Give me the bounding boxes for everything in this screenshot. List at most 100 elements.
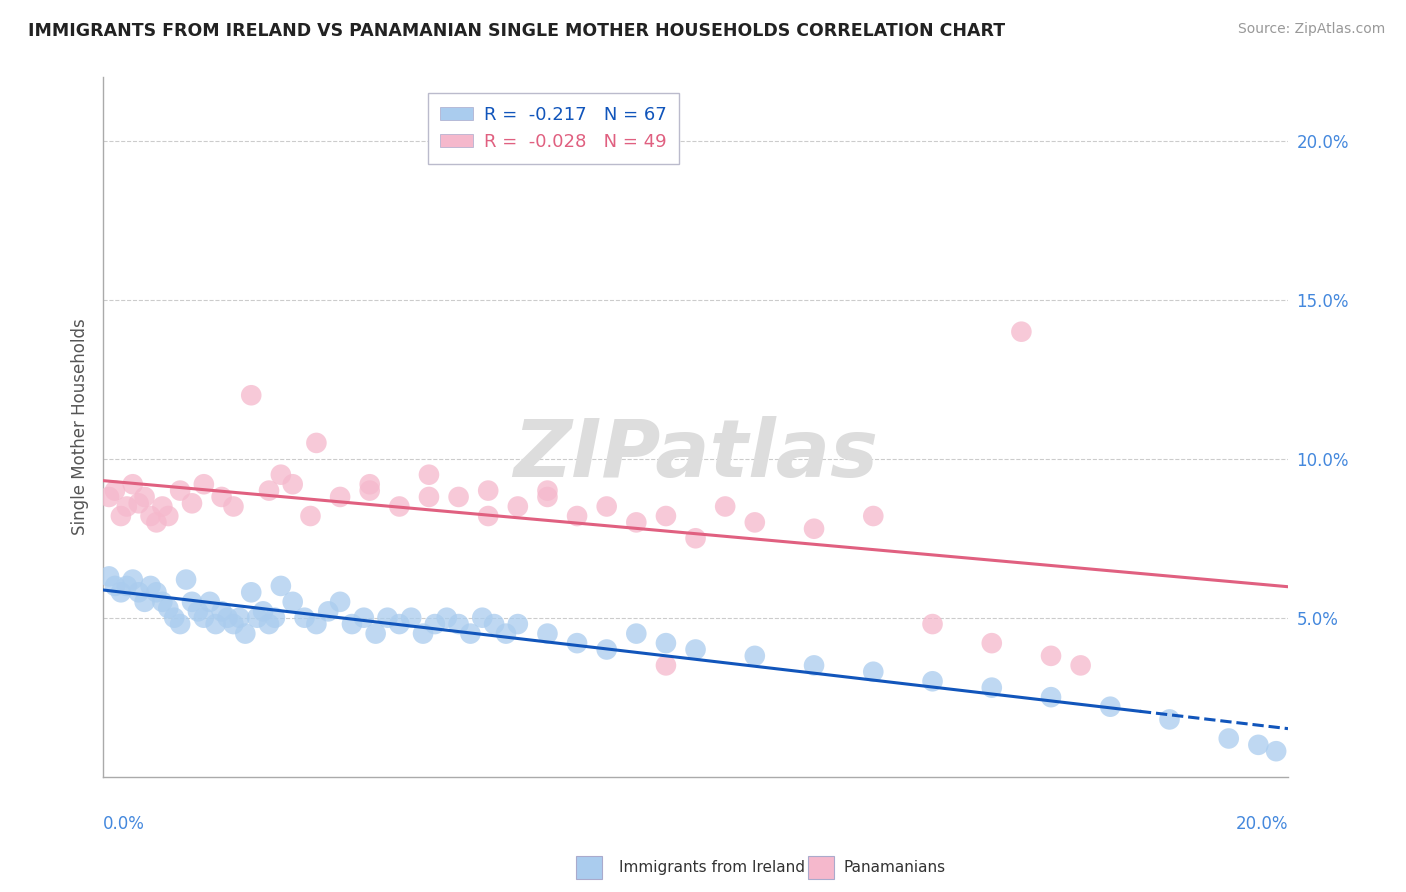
Point [121, 573, 143, 587]
Point [198, 595, 221, 609]
Text: Source: ZipAtlas.com: Source: ZipAtlas.com [1237, 22, 1385, 37]
Point [174, 573, 197, 587]
Point [477, 483, 499, 498]
Point [655, 658, 678, 673]
Point [193, 611, 215, 625]
Point [211, 490, 233, 504]
Point [412, 626, 434, 640]
Point [329, 490, 352, 504]
Point [495, 626, 517, 640]
Point [150, 595, 173, 609]
Point [1040, 648, 1063, 663]
Point [1265, 744, 1288, 758]
Point [506, 617, 529, 632]
Point [145, 585, 167, 599]
Point [281, 477, 304, 491]
Point [803, 658, 825, 673]
Point [399, 611, 422, 625]
Point [257, 483, 280, 498]
Point [803, 522, 825, 536]
Point [163, 611, 186, 625]
Point [506, 500, 529, 514]
Text: IMMIGRANTS FROM IRELAND VS PANAMANIAN SINGLE MOTHER HOUSEHOLDS CORRELATION CHART: IMMIGRANTS FROM IRELAND VS PANAMANIAN SI… [28, 22, 1005, 40]
Point [359, 477, 381, 491]
Point [471, 611, 494, 625]
Point [921, 617, 943, 632]
Point [714, 500, 737, 514]
Point [536, 490, 558, 504]
Point [128, 496, 150, 510]
Point [596, 642, 619, 657]
Point [193, 477, 215, 491]
Point [744, 648, 766, 663]
Point [1159, 713, 1181, 727]
Point [181, 496, 204, 510]
Point [685, 642, 707, 657]
Point [565, 636, 588, 650]
Point [246, 611, 269, 625]
Point [104, 579, 127, 593]
Point [423, 617, 446, 632]
Point [222, 500, 245, 514]
Point [115, 579, 138, 593]
Point [104, 483, 127, 498]
Point [626, 626, 648, 640]
Point [1040, 690, 1063, 705]
Point [233, 626, 256, 640]
Point [364, 626, 387, 640]
Point [1010, 325, 1032, 339]
Point [270, 579, 292, 593]
Y-axis label: Single Mother Households: Single Mother Households [72, 318, 89, 535]
Point [257, 617, 280, 632]
Point [98, 490, 121, 504]
Point [353, 611, 375, 625]
Point [228, 611, 250, 625]
Point [980, 636, 1002, 650]
Point [187, 604, 209, 618]
Point [626, 516, 648, 530]
Point [281, 595, 304, 609]
Point [139, 508, 162, 523]
Point [139, 579, 162, 593]
Point [436, 611, 458, 625]
Point [252, 604, 274, 618]
Point [204, 617, 226, 632]
Point [1070, 658, 1092, 673]
Point [477, 508, 499, 523]
Point [862, 508, 884, 523]
Point [862, 665, 884, 679]
Point [110, 585, 132, 599]
Point [98, 569, 121, 583]
Point [685, 531, 707, 545]
Point [121, 477, 143, 491]
Point [1247, 738, 1270, 752]
Point [110, 508, 132, 523]
Point [294, 611, 316, 625]
Point [211, 604, 233, 618]
Point [169, 617, 191, 632]
Point [305, 617, 328, 632]
Point [1099, 699, 1122, 714]
Point [655, 508, 678, 523]
Point [305, 436, 328, 450]
Point [134, 595, 156, 609]
Point [217, 611, 239, 625]
Point [460, 626, 482, 640]
Point [264, 611, 287, 625]
Point [388, 617, 411, 632]
Text: Immigrants from Ireland: Immigrants from Ireland [619, 860, 804, 874]
Point [482, 617, 505, 632]
Point [418, 490, 440, 504]
Point [240, 388, 263, 402]
Point [134, 490, 156, 504]
Point [1218, 731, 1240, 746]
Point [744, 516, 766, 530]
Point [270, 467, 292, 482]
Point [329, 595, 352, 609]
Point [388, 500, 411, 514]
Point [145, 516, 167, 530]
Point [316, 604, 339, 618]
Point [299, 508, 322, 523]
Point [565, 508, 588, 523]
Point [655, 636, 678, 650]
